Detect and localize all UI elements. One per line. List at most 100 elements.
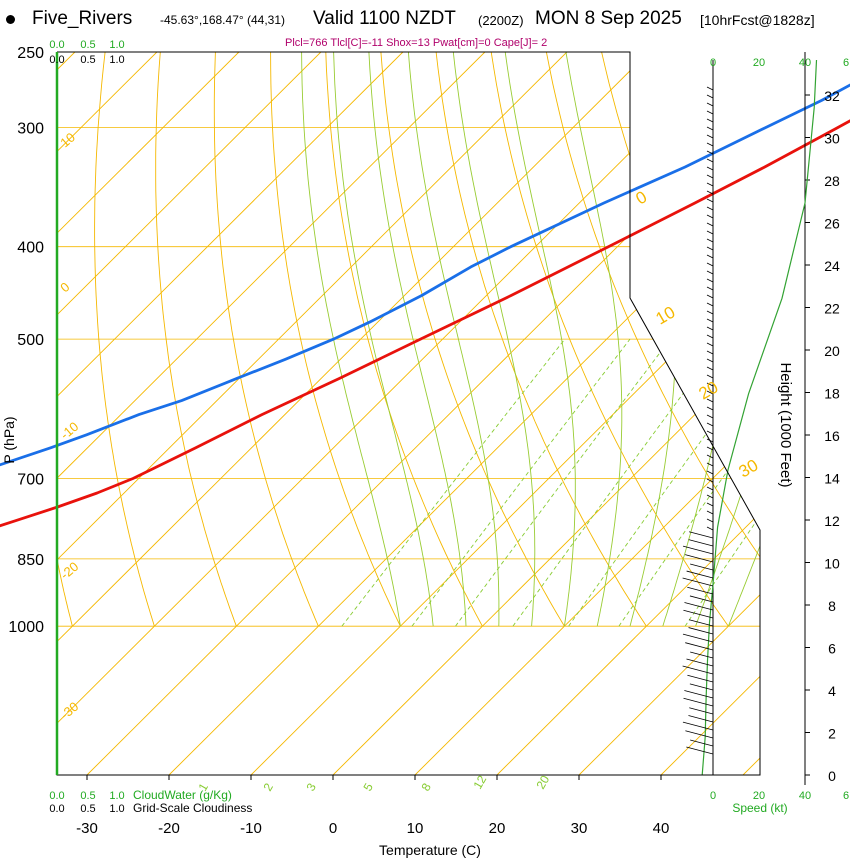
x-tick-label: 0: [329, 820, 337, 837]
x-axis-label: Temperature (C): [379, 842, 481, 858]
mixing-ratio-line: [618, 338, 760, 627]
dry-adiabat-line: [94, 52, 155, 627]
x-tick-label: -20: [158, 820, 180, 837]
wind-barb: [706, 422, 714, 427]
mixing-ratio-line: [411, 338, 631, 627]
wind-barb: [706, 214, 714, 219]
wind-barb: [706, 246, 714, 251]
dewpoint-line: [0, 83, 850, 467]
wind-barb: [706, 398, 714, 403]
isotherm-line: [57, 52, 240, 775]
mixing-ratio-line: [684, 338, 760, 627]
wind-barb: [706, 230, 714, 235]
pressure-tick-label: 700: [17, 471, 44, 488]
wind-top-tick: 40: [799, 57, 811, 69]
wind-barb: [706, 142, 714, 147]
wind-barb: [706, 94, 714, 99]
isotherm-line: [168, 52, 760, 775]
isotherm-line: [496, 52, 760, 775]
height-tick-label: 28: [824, 173, 840, 189]
wind-barb: [706, 270, 714, 275]
dry-adiabat-line: [57, 52, 73, 627]
height-tick-label: 10: [824, 556, 840, 572]
pressure-tick-label: 300: [17, 121, 44, 138]
moist-adiabat-line: [794, 52, 850, 626]
wind-barb: [706, 430, 714, 435]
pressure-tick-label: 400: [17, 240, 44, 257]
pressure-tick-label: 850: [17, 552, 44, 569]
isotherm-line: [57, 52, 732, 775]
wind-speed-line: [701, 59, 818, 776]
mixing-ratio-line: [341, 338, 566, 627]
moist-adiabat-line: [727, 52, 760, 627]
wind-barb: [682, 721, 714, 731]
isotherm-line: [57, 52, 568, 775]
wind-barb: [683, 609, 714, 619]
wind-barb: [706, 238, 714, 243]
moist-adiabat-line: [695, 52, 760, 627]
cloud-bottom-tick: 0.0: [49, 790, 64, 802]
wind-barb: [706, 158, 714, 163]
wind-barb: [706, 390, 714, 395]
wind-barb: [688, 539, 714, 547]
height-tick-label: 20: [824, 343, 840, 359]
wind-bottom-tick: 40: [799, 790, 811, 802]
wind-barb: [690, 651, 714, 659]
wind-barb: [706, 382, 714, 387]
wind-barb: [706, 86, 714, 91]
wind-barb: [706, 494, 714, 499]
wind-barb: [682, 665, 714, 675]
wind-barb: [706, 502, 714, 507]
x-tick-label: 30: [571, 820, 588, 837]
moist-adiabat-line: [333, 52, 434, 627]
wind-barb: [706, 510, 714, 515]
x-tick-label: -30: [76, 820, 98, 837]
moist-adiabat-line: [407, 52, 500, 627]
height-tick-label: 0: [828, 768, 836, 784]
isotherm-line: [57, 52, 650, 775]
mixing-ratio-line: [512, 338, 724, 627]
cloudiness-bottom-tick: 0.0: [49, 803, 64, 815]
wind-barb: [689, 595, 714, 603]
isotherm-line: [742, 52, 760, 775]
wind-barb: [706, 342, 714, 347]
wind-barb: [706, 110, 714, 115]
station-name: Five_Rivers: [32, 8, 133, 29]
chart-grid: [57, 52, 850, 775]
wind-barb: [683, 697, 714, 707]
wind-barb: [706, 126, 714, 131]
wind-barb: [706, 166, 714, 171]
wind-barb: [688, 715, 714, 723]
dry-adiabat-line: [490, 52, 729, 627]
wind-barb: [706, 254, 714, 259]
mixing-ratio-label: 20: [533, 773, 552, 792]
pressure-tick-label: 250: [17, 45, 44, 62]
cloud-bottom-tick: 1.0: [109, 790, 124, 802]
wind-barb: [706, 446, 714, 451]
x-tick-label: 40: [653, 820, 670, 837]
wind-barb: [706, 414, 714, 419]
cloudiness-bottom-tick: 0.5: [80, 803, 95, 815]
dry-adiabat-line: [380, 52, 565, 627]
wind-barb: [706, 118, 714, 123]
x-tick-label: 20: [489, 820, 506, 837]
cloudiness-bottom-tick: 1.0: [109, 803, 124, 815]
pressure-tick-label: 500: [17, 332, 44, 349]
wind-barb: [706, 134, 714, 139]
moist-adiabat-line: [452, 52, 536, 627]
dry-adiabat-label: 20: [696, 378, 722, 404]
temperature-line: [0, 119, 850, 528]
wind-barb: [706, 374, 714, 379]
pressure-tick-label: 1000: [8, 619, 44, 636]
dry-adiabat-label: 0: [633, 187, 651, 208]
moist-adiabat-line: [565, 52, 623, 627]
height-tick-label: 16: [824, 428, 840, 444]
wind-barb: [685, 642, 714, 651]
moist-adiabat-line: [301, 52, 401, 627]
wind-barb: [706, 334, 714, 339]
forecast-run: [10hrFcst@1828z]: [700, 12, 815, 28]
wind-barb: [706, 150, 714, 155]
isotherm-line: [57, 52, 404, 775]
